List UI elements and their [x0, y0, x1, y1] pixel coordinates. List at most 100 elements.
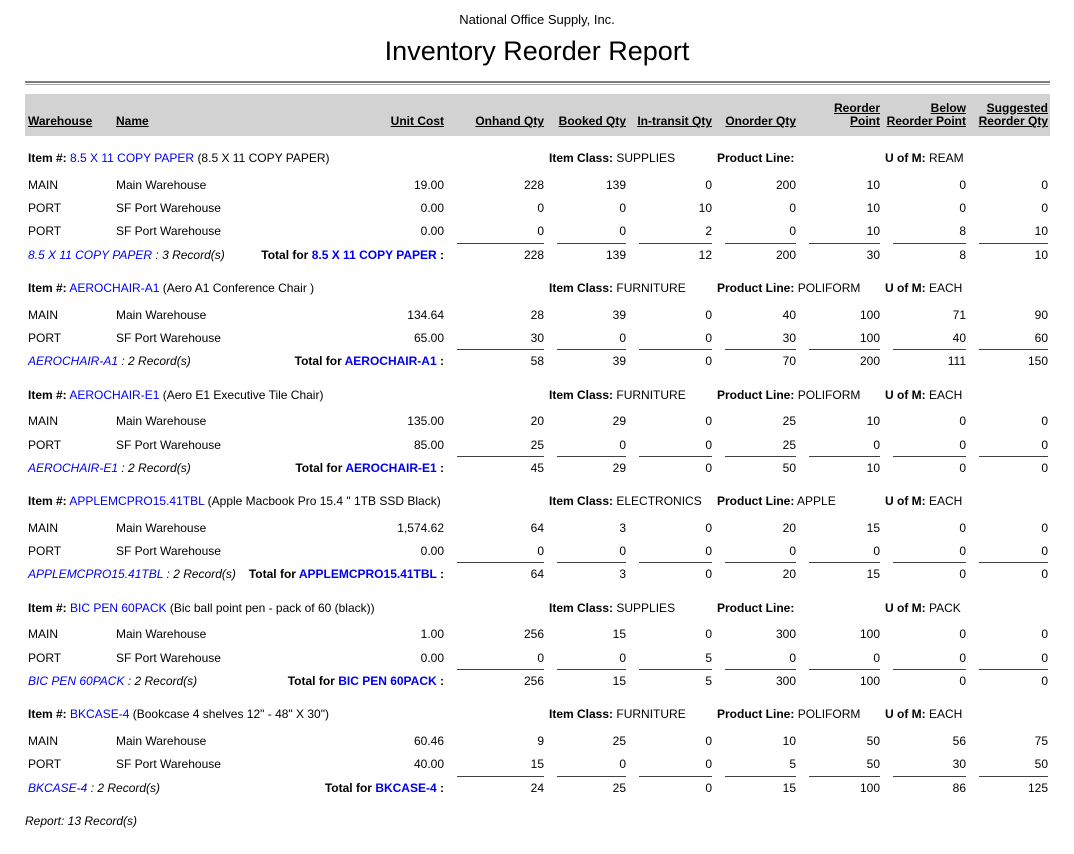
col-header-warehouse: Warehouse [25, 93, 113, 137]
col-header-onorder-qty: Onorder Qty [714, 93, 798, 137]
item-header-row: Item #: 8.5 X 11 COPY PAPER (8.5 X 11 CO… [25, 136, 1050, 172]
item-code-record-ref: BIC PEN 60PACK [28, 674, 125, 689]
total-suffix: : [436, 354, 444, 369]
reorder-point-qty-value: 100 [859, 330, 880, 345]
suggested-qty-value: 0 [1041, 414, 1048, 429]
records-text: : 2 Record(s) [87, 780, 161, 795]
onhand-qty-value: 28 [530, 307, 544, 322]
header-divider [25, 80, 1050, 85]
product-line-cell: Product Line: [714, 586, 882, 622]
record-count: BKCASE-4 : 2 Record(s) [28, 781, 160, 795]
report-table: Warehouse Name Unit Cost Onhand Qty Book… [25, 93, 1050, 799]
total-below-reorder-value: 0 [893, 455, 966, 475]
in-transit-qty-value: 0 [705, 330, 712, 345]
item-class-label: Item Class: [549, 387, 614, 402]
warehouse-code: PORT [28, 650, 62, 665]
total-reorder-point: 30 [798, 242, 882, 266]
group-summary-cell: AEROCHAIR-A1 : 2 Record(s) Total for AERO… [25, 349, 446, 372]
reorder-point-qty-value: 50 [866, 757, 880, 772]
item-code-link[interactable]: APPLEMCPRO15.41TBL [69, 494, 205, 509]
item-code-total-ref: 8.5 X 11 COPY PAPER [311, 247, 437, 262]
item-code-link[interactable]: BIC PEN 60PACK [70, 600, 167, 615]
item-code-total-ref: AEROCHAIR-A1 [344, 354, 437, 369]
onhand-qty-value: 25 [530, 437, 544, 452]
total-in-transit-value: 5 [639, 669, 712, 688]
total-booked: 29 [546, 455, 628, 479]
reorder-point-qty-value: 10 [866, 201, 880, 216]
uom-label: U of M: [885, 707, 926, 722]
product-line-cell: Product Line: APPLE [714, 479, 882, 515]
total-onhand: 24 [446, 775, 546, 799]
suggested-qty-value: 10 [1034, 224, 1048, 239]
item-class-cell: Item Class: FURNITURE [546, 266, 714, 302]
item-code-link[interactable]: AEROCHAIR-E1 [69, 387, 160, 402]
in-transit-qty-value: 2 [705, 224, 712, 239]
total-onorder-value: 70 [725, 349, 796, 368]
item-code-total-ref: BKCASE-4 [375, 780, 437, 795]
in-transit-qty-value: 5 [705, 650, 712, 665]
report-page: National Office Supply, Inc. Inventory R… [25, 12, 1050, 828]
reorder-point-qty-value: 100 [859, 627, 880, 642]
item-code-record-ref: APPLEMCPRO15.41TBL [28, 567, 164, 582]
records-text: : 2 Record(s) [163, 567, 236, 582]
booked-qty-value: 0 [619, 330, 626, 345]
item-description: (Bic ball point pen - pack of 60 (black)… [169, 600, 375, 615]
group-summary-cell: AEROCHAIR-E1 : 2 Record(s) Total for AERO… [25, 456, 446, 479]
total-onhand: 58 [446, 349, 546, 372]
item-class-value: FURNITURE [616, 707, 686, 722]
item-code-record-ref: AEROCHAIR-A1 [28, 354, 119, 369]
suggested-qty-value: 0 [1041, 650, 1048, 665]
total-label: Total for BIC PEN 60PACK : [288, 674, 444, 688]
in-transit-qty-value: 0 [705, 437, 712, 452]
total-in-transit: 12 [628, 242, 714, 266]
total-in-transit: 0 [628, 562, 714, 585]
unit-cost-value: 134.64 [407, 307, 444, 322]
booked-qty-value: 25 [612, 733, 626, 748]
unit-cost-value: 19.00 [413, 177, 444, 192]
total-onorder-value: 15 [725, 775, 796, 795]
product-line-value: POLIFORM [797, 387, 861, 402]
total-label: Total for BKCASE-4 : [325, 781, 444, 795]
item-code-link[interactable]: BKCASE-4 [70, 707, 130, 722]
records-text: : 2 Record(s) [118, 354, 191, 369]
col-header-suggested-reorder-qty: Suggested Reorder Qty [968, 93, 1050, 137]
warehouse-code: PORT [28, 224, 62, 239]
warehouse-code: PORT [28, 757, 62, 772]
total-suffix: : [436, 567, 444, 582]
product-line-value: POLIFORM [797, 707, 861, 722]
reorder-point-qty-value: 10 [866, 414, 880, 429]
warehouse-name: SF Port Warehouse [116, 437, 221, 452]
total-booked-value: 139 [557, 242, 626, 262]
onorder-qty-value: 300 [775, 627, 796, 642]
onorder-qty-value: 10 [782, 733, 796, 748]
in-transit-qty-value: 0 [705, 733, 712, 748]
warehouse-code: PORT [28, 544, 62, 559]
total-reorder-point: 15 [798, 562, 882, 585]
item-header-row: Item #: BIC PEN 60PACK (Bic ball point p… [25, 586, 1050, 622]
below-reorder-qty-value: 0 [959, 520, 966, 535]
total-onorder: 200 [714, 242, 798, 266]
company-name: National Office Supply, Inc. [459, 12, 615, 27]
warehouse-name: SF Port Warehouse [116, 544, 221, 559]
item-title-cell: Item #: BKCASE-4 (Bookcase 4 shelves 12"… [25, 692, 546, 728]
in-transit-qty-value: 0 [705, 520, 712, 535]
total-in-transit: 0 [628, 775, 714, 799]
total-onhand: 256 [446, 669, 546, 692]
warehouse-name: SF Port Warehouse [116, 650, 221, 665]
item-code-link[interactable]: 8.5 X 11 COPY PAPER [70, 151, 195, 166]
below-reorder-qty-value: 0 [959, 627, 966, 642]
total-suggested: 125 [968, 775, 1050, 799]
below-reorder-qty-value: 0 [959, 544, 966, 559]
warehouse-row: MAIN Main Warehouse 19.00 228 139 0 200 10 0 0 [25, 173, 1050, 196]
item-number-label: Item #: [28, 281, 67, 296]
onorder-qty-value: 0 [789, 201, 796, 216]
total-reorder-point: 200 [798, 349, 882, 372]
uom-cell: U of M: PACK [882, 586, 1050, 622]
warehouse-name: SF Port Warehouse [116, 757, 221, 772]
item-class-cell: Item Class: ELECTRONICS [546, 479, 714, 515]
record-count: APPLEMCPRO15.41TBL : 2 Record(s) [28, 567, 236, 581]
item-number-label: Item #: [28, 707, 67, 722]
item-code-link[interactable]: AEROCHAIR-A1 [69, 281, 160, 296]
product-line-label: Product Line: [717, 494, 795, 509]
warehouse-row: PORT SF Port Warehouse 0.00 0 0 2 0 10 8 10 [25, 219, 1050, 242]
